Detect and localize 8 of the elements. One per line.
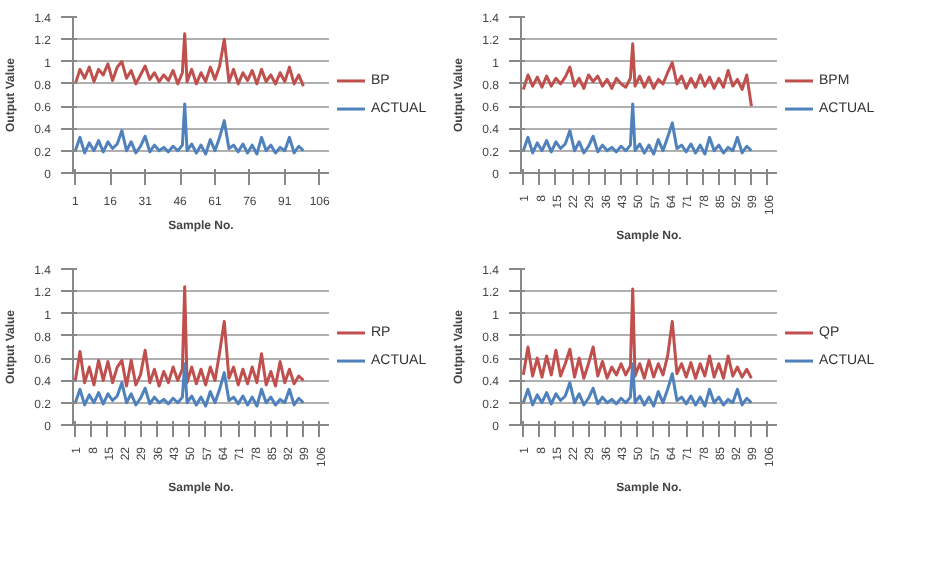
line-series <box>73 285 305 388</box>
line-series <box>521 362 753 408</box>
line-series <box>521 102 753 156</box>
line-series <box>73 102 305 156</box>
line-series <box>73 362 305 408</box>
line-series <box>73 32 305 88</box>
line-series <box>521 287 753 380</box>
line-series <box>521 42 753 108</box>
